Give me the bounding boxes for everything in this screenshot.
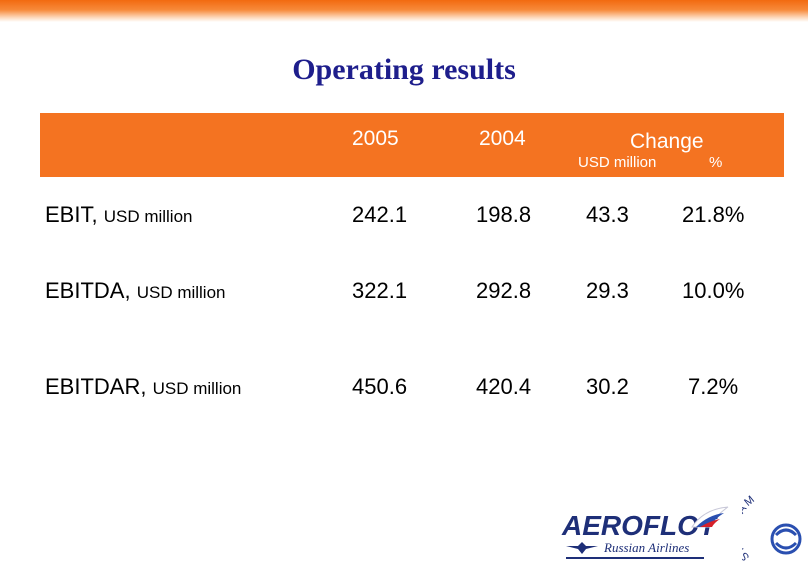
row-metric: EBIT, [45,202,98,227]
header-2005: 2005 [352,127,399,150]
table-cell: 450.6 [352,374,408,399]
row-unit: USD million [103,207,193,226]
row-unit: USD million [152,379,242,398]
logo-tagline: Russian Airlines [604,540,690,555]
logo-brand: AEROFLOT [562,510,716,541]
table-cell: 322.1 [352,278,408,303]
table-cell: 242.1 [352,202,408,227]
header-2004: 2004 [479,127,526,150]
row-metric: EBITDAR, [45,374,147,399]
row-metric: EBITDA, [45,278,131,303]
winged-emblem-icon [566,542,598,554]
alliance-label: SKYTEAM [742,495,758,563]
table-cell: 43.3 [586,202,629,227]
table-header-band [40,113,784,177]
slide-title: Operating results [292,53,516,86]
table-cell: 292.8 [476,278,532,303]
top-gradient-bar [0,0,808,22]
table-cell: 420.4 [476,374,532,399]
header-change-usd: USD million [578,154,657,171]
table-cell: 198.8 [476,202,532,227]
row-label-ebit: EBIT, USD million [45,202,193,228]
table-cell: 10.0% [682,278,745,303]
row-unit: USD million [136,283,226,302]
table-cell: 21.8% [682,202,745,227]
table-cell: 29.3 [586,278,629,303]
flag-wing-icon [691,506,729,528]
header-change: Change [630,130,704,153]
header-change-pct: % [709,154,723,171]
table-cell: 7.2% [688,374,739,399]
table-cell: 30.2 [586,374,629,399]
row-label-ebitda: EBITDA, USD million [45,278,226,304]
skyteam-logo: SKYTEAM [742,495,802,563]
logo-underline [566,557,704,559]
row-label-ebitdar: EBITDAR, USD million [45,374,241,400]
